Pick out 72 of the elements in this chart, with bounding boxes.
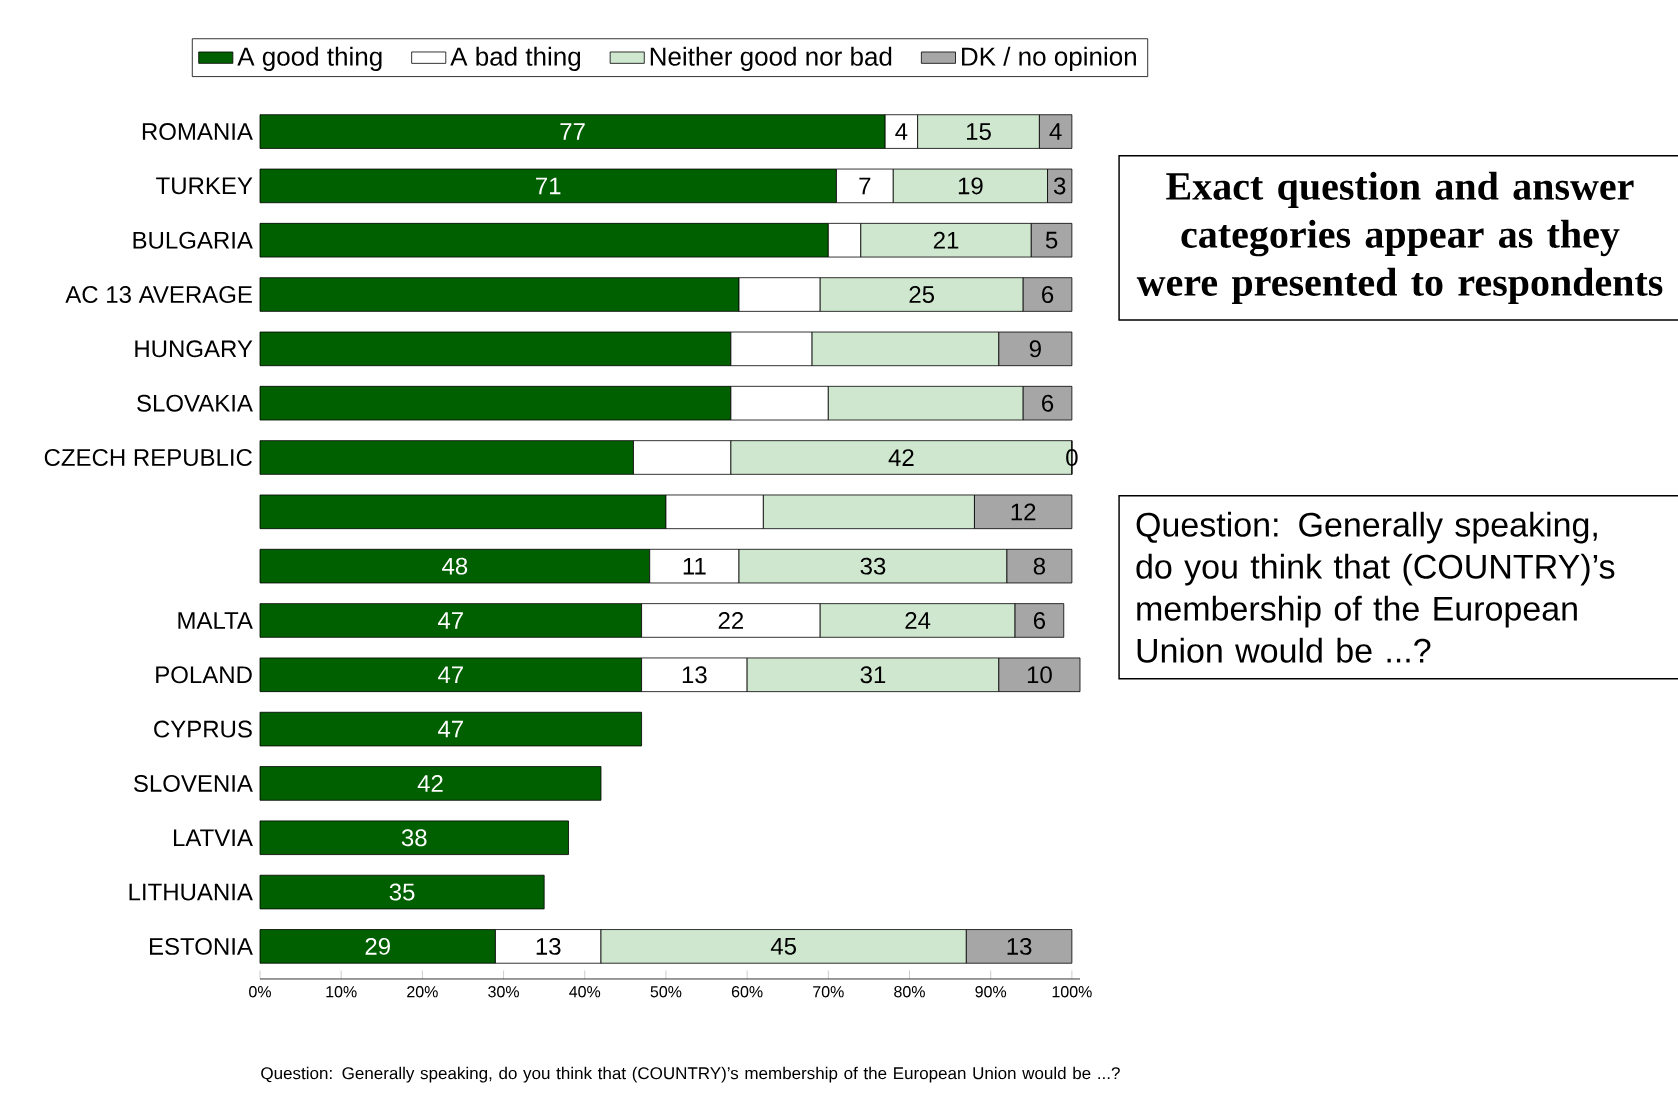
data-label: 13	[536, 937, 561, 955]
y-tick-label: LATVIA	[173, 829, 253, 846]
data-label: 9	[1029, 340, 1041, 358]
y-tick-label: SLOVAKIA	[137, 394, 253, 412]
x-tick-label: 100%	[1052, 986, 1092, 998]
data-label: 47	[438, 666, 463, 684]
data-label: 22	[718, 612, 744, 629]
x-tick-label: 40%	[569, 986, 601, 998]
data-label: 77	[560, 123, 585, 140]
data-label: 33	[860, 557, 886, 575]
data-label: 19	[958, 177, 983, 195]
text: Question: Generally speaking, do you think that (COUNTRY)’s membership of the European Union would be ...?	[261, 1066, 1120, 1083]
y-tick-label: TURKEY	[156, 177, 253, 195]
x-tick-label: 60%	[731, 986, 763, 998]
data-label: 8	[1033, 557, 1046, 575]
data-label: 6	[1042, 394, 1054, 412]
legend-label: Neither good nor bad	[650, 46, 892, 71]
data-label: 12	[1011, 503, 1036, 521]
x-tick-label: 30%	[488, 986, 519, 998]
bar	[259, 766, 602, 801]
legend-label: A bad thing	[450, 46, 581, 71]
data-label: 4	[895, 123, 908, 140]
data-label: 35	[389, 883, 415, 901]
y-tick-label: ESTONIA	[149, 937, 253, 955]
bar	[259, 820, 569, 855]
data-label: 47	[438, 720, 463, 738]
data-label: 6	[1033, 611, 1046, 629]
data-label: 21	[933, 231, 959, 249]
y-tick-label: POLAND	[156, 666, 252, 684]
data-label: 47	[438, 612, 463, 629]
data-label: 13	[1007, 937, 1032, 955]
data-label: 42	[888, 449, 914, 466]
data-label: 3	[1053, 177, 1066, 195]
bar	[259, 711, 642, 747]
y-tick-label: HUNGARY	[135, 340, 253, 358]
x-tick-label: 0%	[249, 986, 271, 998]
data-label: 10	[1027, 666, 1052, 684]
data-label: 48	[442, 557, 468, 575]
data-label: 5	[1045, 231, 1058, 249]
data-label: 25	[909, 286, 935, 304]
data-label: 4	[1049, 123, 1062, 140]
x-tick-label: 80%	[894, 986, 925, 998]
y-tick-label: MALTA	[178, 612, 253, 629]
data-label: 71	[536, 177, 561, 195]
bar	[259, 874, 545, 910]
y-tick-label: ROMANIA	[142, 123, 253, 141]
legend-label: A good thing	[237, 46, 382, 71]
y-tick-label: AC 13 AVERAGE	[65, 286, 252, 304]
data-label: 6	[1042, 286, 1054, 304]
x-tick-label: 90%	[975, 986, 1007, 998]
data-label: 15	[966, 123, 991, 140]
legend-label: DK / no opinion	[962, 46, 1136, 71]
data-label: 45	[770, 938, 796, 955]
x-tick-label: 50%	[650, 986, 682, 998]
x-tick-label: 10%	[326, 986, 357, 998]
x-tick-label: 70%	[813, 986, 844, 998]
y-tick-label: CZECH REPUBLIC	[44, 449, 252, 466]
data-label: 31	[860, 666, 886, 684]
y-tick-label: LITHUANIA	[129, 883, 253, 901]
data-label: 29	[365, 937, 390, 955]
y-tick-label: BULGARIA	[133, 231, 253, 249]
data-label: 24	[905, 612, 931, 629]
data-label: 42	[417, 775, 443, 792]
data-label: 7	[859, 177, 871, 195]
data-label: 11	[683, 557, 706, 575]
text: Question: Generally speaking, do you think that (COUNTRY)’s membership of the European Union would be ...?	[1136, 511, 1615, 663]
y-tick-label: SLOVENIA	[133, 774, 253, 792]
x-tick-label: 20%	[407, 986, 438, 998]
data-label: 38	[401, 829, 427, 847]
y-tick-label: CYPRUS	[154, 720, 252, 738]
text: Exact question and answer categories appear as they were presented to respondents	[1136, 171, 1663, 305]
data-label: 13	[682, 666, 707, 684]
